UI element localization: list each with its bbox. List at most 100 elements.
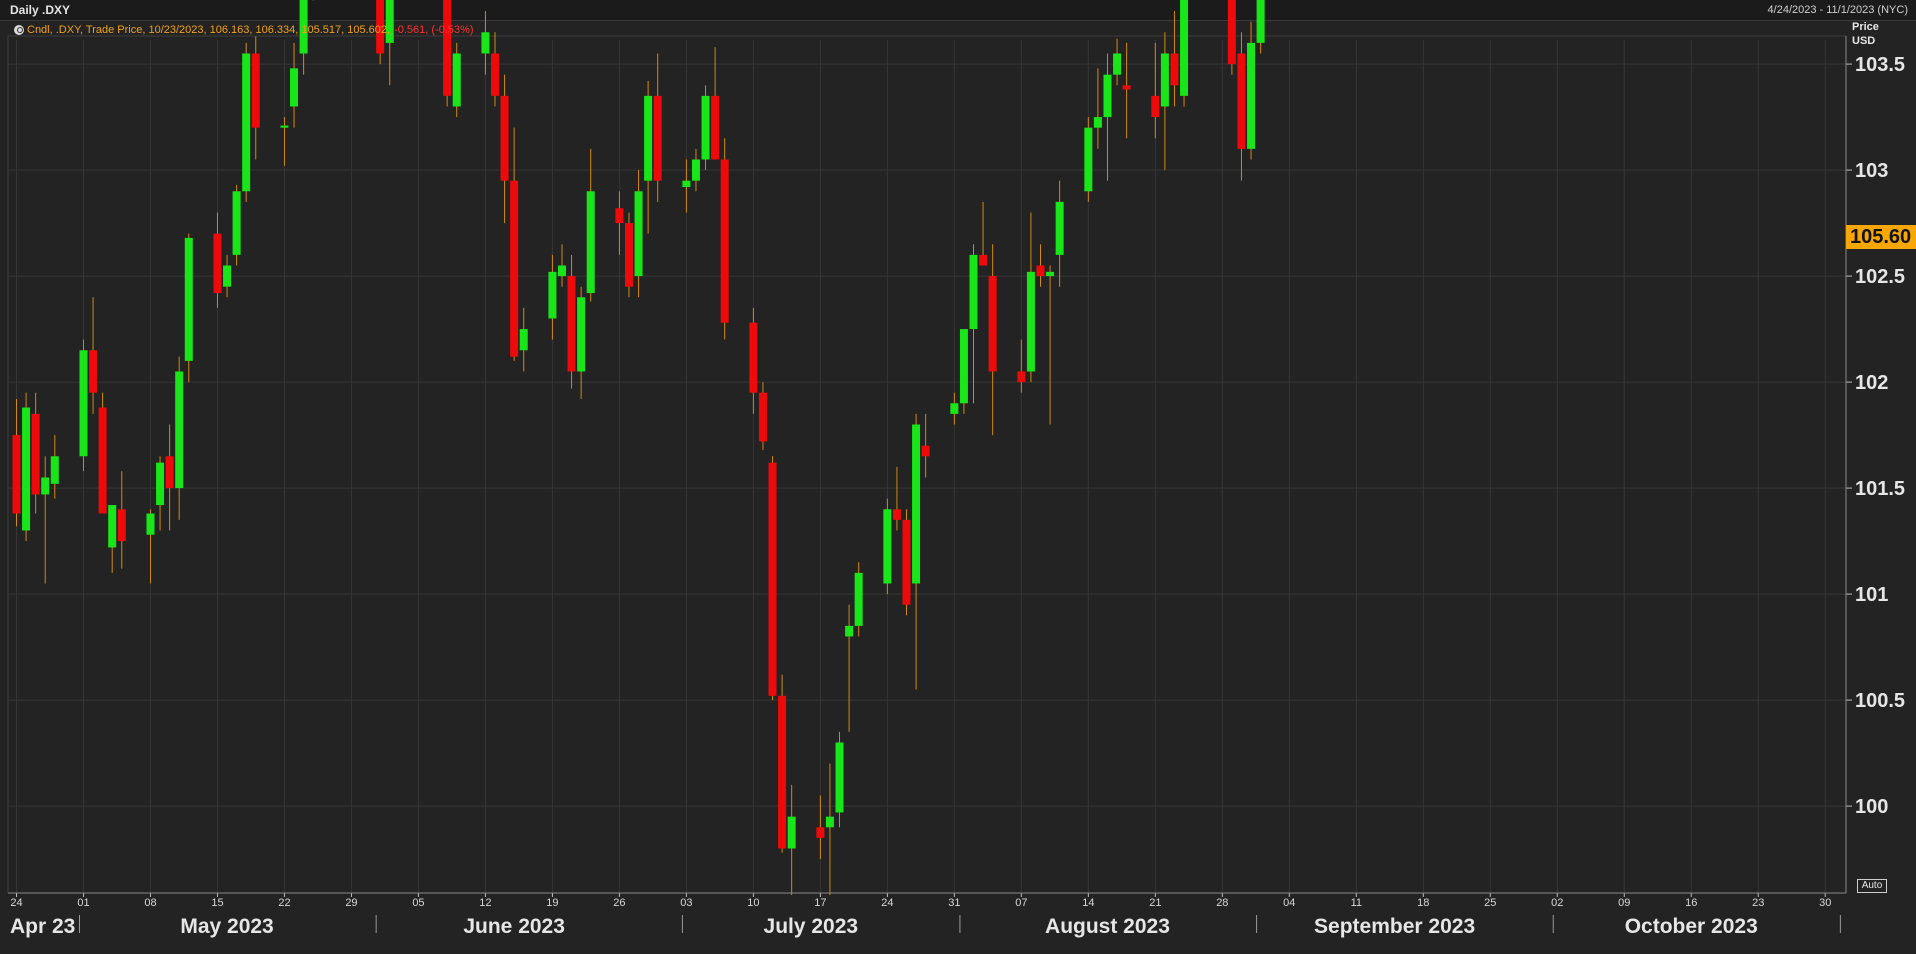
candle xyxy=(682,159,691,213)
candle-body xyxy=(50,456,59,484)
day-tick-label: 28 xyxy=(1216,897,1228,909)
day-tick-label: 07 xyxy=(1015,897,1027,909)
candle xyxy=(758,382,767,450)
candle-body xyxy=(711,95,720,160)
month-label: June 2023 xyxy=(463,915,565,938)
day-tick-label: 11 xyxy=(1351,897,1362,909)
candle xyxy=(959,329,968,414)
candle xyxy=(701,85,710,171)
candle xyxy=(213,212,222,308)
candle-body xyxy=(644,95,653,181)
candle xyxy=(768,456,777,701)
day-tick-label: 25 xyxy=(1484,897,1496,909)
candle-body xyxy=(682,180,691,188)
candle-body xyxy=(758,392,767,442)
candle-body xyxy=(979,254,988,266)
day-tick-label: 12 xyxy=(479,897,491,909)
candle-body xyxy=(89,350,98,393)
candle xyxy=(89,297,98,414)
candle xyxy=(1036,244,1045,287)
candle-body xyxy=(1160,53,1169,107)
candle xyxy=(1103,53,1112,181)
candle xyxy=(711,47,720,160)
candle xyxy=(1227,0,1236,75)
series-settings-icon[interactable] xyxy=(14,25,24,35)
date-range: 4/24/2023 - 11/1/2023 (NYC) xyxy=(1767,4,1908,16)
candle-body xyxy=(31,413,40,495)
last-price-tag: 105.60 xyxy=(1846,225,1916,249)
candle xyxy=(892,466,901,531)
candle xyxy=(1046,265,1055,425)
candle xyxy=(902,509,911,616)
candle xyxy=(1237,32,1246,181)
candle xyxy=(376,0,385,65)
candle-body xyxy=(519,329,528,351)
candle xyxy=(615,191,624,255)
candle-body xyxy=(1180,0,1189,96)
candle-body xyxy=(443,0,452,96)
series-legend[interactable]: Cndl, .DXY, Trade Price, 10/23/2023, 106… xyxy=(14,22,474,38)
candle xyxy=(31,392,40,514)
price-axis-unit: USD xyxy=(1852,35,1876,47)
candle-body xyxy=(242,53,251,192)
day-tick-label: 16 xyxy=(1685,897,1697,909)
candle xyxy=(452,42,461,118)
candle-body xyxy=(950,403,959,414)
time-axis: 24 01 08 15 22 29 05 12 19 26 03 10 17 24 31 07 14 21 28 04… xyxy=(8,892,1846,938)
candle-body xyxy=(251,53,260,128)
price-tick-label: 101 xyxy=(1855,584,1888,606)
candle-body xyxy=(117,509,126,542)
chart-title: Daily .DXY xyxy=(10,3,71,17)
candle xyxy=(749,307,758,414)
candle xyxy=(778,674,787,853)
candle-body xyxy=(787,816,796,849)
candle-body xyxy=(1237,53,1246,149)
legend-change: -0.561, (-0.53%) xyxy=(394,24,474,36)
candle-body xyxy=(778,695,787,849)
candle xyxy=(117,471,126,569)
day-tick-label: 31 xyxy=(948,897,960,909)
candle xyxy=(98,392,107,514)
candle-body xyxy=(452,53,461,107)
candle xyxy=(1084,117,1093,202)
candle-body xyxy=(557,265,566,277)
candle xyxy=(1055,180,1064,287)
auto-scale-button[interactable]: Auto xyxy=(1857,879,1887,893)
day-tick-label: 18 xyxy=(1417,897,1429,909)
candle-body xyxy=(634,191,643,277)
candle xyxy=(510,127,519,361)
candle-body xyxy=(1055,201,1064,255)
day-tick-label: 08 xyxy=(144,897,156,909)
candle-body xyxy=(500,95,509,181)
candle xyxy=(290,42,299,128)
candle-body xyxy=(165,456,174,489)
candle xyxy=(280,117,289,166)
candle-body xyxy=(175,371,184,489)
day-tick-label: 10 xyxy=(747,897,759,909)
candle-body xyxy=(1103,74,1112,118)
candle xyxy=(969,244,978,404)
candle xyxy=(519,307,528,372)
day-tick-label: 14 xyxy=(1082,897,1094,909)
candle-body xyxy=(720,159,729,323)
price-tick-label: 101.5 xyxy=(1855,478,1905,500)
candle xyxy=(624,212,633,298)
candle-body xyxy=(1026,271,1035,372)
candles xyxy=(12,0,1265,896)
candle xyxy=(921,413,930,478)
candle-body xyxy=(184,237,193,361)
month-label: October 2023 xyxy=(1625,915,1758,938)
candle-body xyxy=(969,254,978,330)
candle xyxy=(653,53,662,202)
day-tick-label: 03 xyxy=(680,897,692,909)
candle-body xyxy=(577,297,586,372)
month-label: Apr 23 xyxy=(10,915,75,938)
candle xyxy=(299,0,308,75)
day-tick-label: 26 xyxy=(613,897,625,909)
candle-body xyxy=(1256,0,1265,43)
month-label: September 2023 xyxy=(1314,915,1475,938)
candle-body xyxy=(921,445,930,457)
day-tick-label: 29 xyxy=(345,897,357,909)
